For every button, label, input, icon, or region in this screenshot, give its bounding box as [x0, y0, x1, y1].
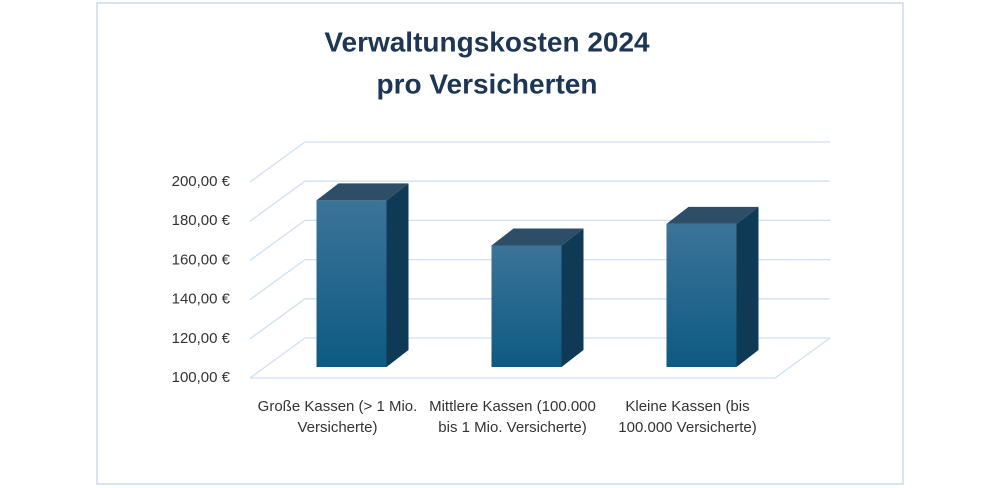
y-tick-label: 200,00 €: [172, 173, 231, 190]
grid-line: [249, 219, 830, 261]
bar-side: [736, 206, 759, 367]
grid-line: [249, 180, 830, 222]
y-tick-label: 120,00 €: [172, 330, 231, 347]
grid-line: [249, 258, 830, 301]
grid-line: [249, 337, 830, 379]
grid-line: [249, 298, 830, 340]
bar-front: [666, 223, 737, 367]
x-tick-label: Große Kassen (> 1 Mio. Versicherte): [257, 398, 418, 436]
bar: [316, 183, 409, 367]
y-tick-label: 100,00 €: [172, 369, 231, 386]
bar: [491, 228, 584, 367]
bar-side: [386, 183, 409, 367]
chart-title: Verwaltungskosten 2024: [324, 26, 650, 57]
bar-side: [561, 228, 584, 367]
x-tick-label: Kleine Kassen (bis 100.000 Versicherte): [618, 398, 757, 436]
bar-front: [491, 245, 562, 367]
bar: [666, 206, 759, 367]
bar-top: [491, 228, 584, 246]
chart-title: pro Versicherten: [377, 68, 598, 99]
x-tick-label: Mittlere Kassen (100.000 bis 1 Mio. Vers…: [429, 398, 596, 436]
y-tick-label: 140,00 €: [172, 291, 231, 308]
grid-line: [249, 141, 830, 183]
y-tick-label: 180,00 €: [172, 212, 231, 229]
bar-top: [316, 183, 409, 201]
bar-front: [316, 200, 387, 367]
floor-edge: [250, 337, 831, 379]
y-tick-label: 160,00 €: [172, 251, 231, 268]
bar-top: [666, 206, 759, 224]
